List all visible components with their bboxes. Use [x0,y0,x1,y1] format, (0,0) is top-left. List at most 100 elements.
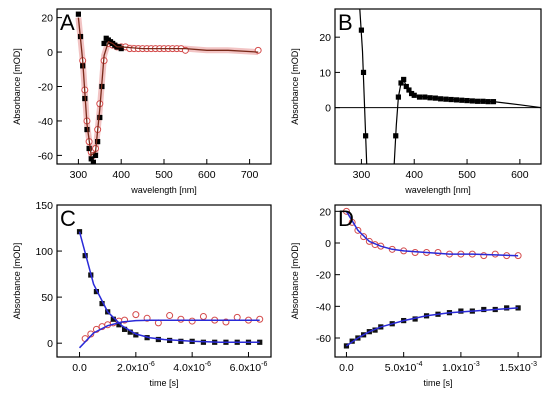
y-tick-label: 0 [325,103,331,115]
y-tick-label: -40 [316,301,331,313]
data-point-square [110,316,116,322]
y-tick-label: 150 [35,200,53,212]
data-point-square [75,11,81,17]
data-point-square [398,80,404,86]
y-tick-label: 0 [47,47,53,59]
data-point-circle [188,317,196,325]
panel-label: D [338,206,354,231]
x-axis-label: wavelength [nm] [404,185,471,195]
data-point-square [95,139,101,145]
data-point-square [86,145,92,152]
x-tick-label: 0.0 [339,362,354,374]
data-point-square [118,46,124,52]
fit-line [77,17,259,157]
x-tick-label: 2.0x10-6 [117,361,155,374]
x-tick-label: 5.0x10-4 [385,361,423,374]
x-tick-exponent: -3 [531,361,537,368]
x-tick-exponent: -6 [148,361,154,368]
spectrum-line [359,9,541,164]
data-point-circle [177,315,185,323]
data-point-circle [256,315,264,323]
x-tick-label: 700 [241,169,259,181]
data-point-square [422,94,428,100]
x-tick-exponent: -3 [474,361,480,368]
panel-label: B [338,10,353,35]
y-tick-label: 0 [325,238,331,250]
y-tick-label: 50 [41,292,53,304]
x-axis-label: time [s] [423,378,452,388]
chart-panel-d: 0.0 5.0x10-4 1.0x10-3 1.5x10-3 -60 -40 -20 0 20 t… [290,204,542,388]
data-point-square [406,87,412,93]
data-point-circle [132,311,140,319]
data-point-square [480,98,486,104]
data-point-square [127,329,133,335]
y-tick-label: 20 [319,32,331,44]
data-point-square [401,76,407,83]
x-axis-label: time [s] [149,378,178,388]
data-point-square [515,305,521,311]
y-tick-label: -60 [38,150,53,162]
x-axis-label: wavelength [nm] [130,185,197,195]
x-tick-exponent: -4 [416,361,422,368]
data-point-square [438,96,444,102]
plot-area [75,11,262,164]
fit-line-rise [78,319,260,349]
data-point-square [408,90,415,97]
plot-area [76,229,264,349]
y-tick-label: 0 [47,338,53,350]
data-point-square [469,98,475,104]
data-point-square [257,339,263,345]
y-tick-label: 20 [319,206,331,218]
chart-panel-a: 300 400 500 600 700 -60 -40 -20 0 20 wavelength [n… [12,8,272,195]
y-axis-label: Absorbance [mOD] [290,48,300,125]
data-point-square [101,40,107,47]
y-axis-label: Absorbance [mOD] [12,243,22,320]
x-tick-label: 4.0x10-6 [173,361,211,374]
x-tick-label: 1.5x10-3 [499,361,537,374]
data-point-square [82,253,88,259]
fit-line-bottom [345,307,519,347]
data-point-square [358,27,365,33]
data-point-circle [480,252,488,260]
fit-line-decay [78,231,260,344]
data-point-square [121,326,128,332]
x-tick-label: 1.0x10-3 [442,361,480,374]
y-tick-label: 20 [41,13,53,25]
data-point-circle [199,312,207,320]
data-point-square [490,99,497,105]
data-point-square [475,98,481,104]
x-tick-label: 0.0 [72,362,87,374]
x-tick-label: 500 [155,169,173,181]
data-point-square [485,99,491,105]
data-point-square [412,316,418,322]
data-point-square [84,126,90,133]
x-tick-exponent: -6 [261,361,267,368]
panel-label: A [60,10,75,35]
panel-label: C [60,206,76,231]
plot-area [342,207,522,349]
x-tick-label: 6.0x10-6 [230,361,268,374]
data-point-circle [166,312,174,320]
data-point-square [178,338,184,344]
data-point-square [504,305,510,311]
data-point-square [395,94,401,100]
y-tick-label: -40 [38,116,53,128]
y-tick-label: -60 [316,333,331,345]
data-point-square [459,97,465,103]
x-tick-label: 600 [511,169,529,181]
data-point-square [411,92,417,98]
data-point-square [448,96,454,103]
data-point-square [427,95,433,101]
data-point-square [90,159,96,164]
x-tick-exponent: -6 [205,361,211,368]
axes-frame [334,8,542,165]
data-point-square [443,96,449,102]
chart-panel-c: 0.0 2.0x10-6 4.0x10-6 6.0x10-6 0 50 100 150 time… [12,200,272,388]
y-tick-label: -20 [316,270,331,282]
data-point-square [363,133,369,139]
data-point-square [116,322,122,328]
y-axis-label: Absorbance [mOD] [290,243,300,320]
y-axis-label: Absorbance [mOD] [12,48,22,125]
data-point-square [93,288,100,295]
x-tick-label: 400 [405,169,423,181]
